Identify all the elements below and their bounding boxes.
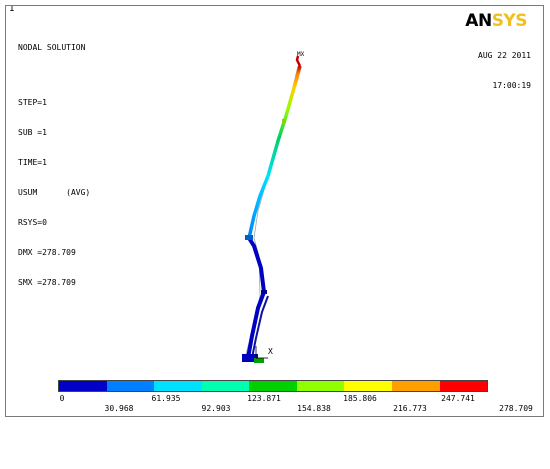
time-text: 17:00:19 bbox=[492, 81, 531, 90]
legend-label-top: 123.871 bbox=[247, 394, 281, 403]
legend-band bbox=[391, 381, 440, 391]
date-text: AUG 22 2011 bbox=[478, 51, 531, 60]
model-base bbox=[242, 354, 258, 362]
timestamp: AUG 22 2011 17:00:19 bbox=[478, 31, 531, 111]
info-line: STEP=1 bbox=[18, 98, 47, 107]
legend-band bbox=[296, 381, 345, 391]
legend-label-bottom: 278.709 bbox=[499, 404, 533, 413]
undeformed-shape bbox=[245, 65, 299, 355]
axis-x-label: X bbox=[268, 347, 273, 356]
legend-band bbox=[201, 381, 250, 391]
ansys-logo: ANSYS bbox=[465, 11, 527, 31]
solution-info: NODAL SOLUTION STEP=1 SUB =1 TIME=1 USUM… bbox=[18, 23, 90, 308]
legend-band bbox=[249, 381, 297, 391]
max-marker: MX bbox=[297, 51, 305, 58]
legend-band bbox=[106, 381, 155, 391]
info-line: NODAL SOLUTION bbox=[18, 43, 86, 52]
legend-label-top: 0 bbox=[59, 394, 65, 403]
info-line: RSYS=0 bbox=[18, 218, 47, 227]
window-number: 1 bbox=[9, 5, 15, 14]
info-line: SUB =1 bbox=[18, 128, 47, 137]
upper-segment bbox=[266, 65, 302, 177]
legend-label-bottom: 30.968 bbox=[104, 404, 134, 413]
legend-label-top: 247.741 bbox=[441, 394, 475, 403]
graphics-viewport[interactable]: 1 NODAL SOLUTION STEP=1 SUB =1 TIME=1 US… bbox=[5, 5, 544, 417]
info-line: SMX =278.709 bbox=[18, 278, 76, 287]
middle-segment bbox=[247, 175, 270, 239]
legend-band bbox=[344, 381, 392, 391]
legend-label-bottom: 92.903 bbox=[201, 404, 231, 413]
info-line: DMX =278.709 bbox=[18, 248, 76, 257]
contour-legend bbox=[58, 380, 488, 392]
legend-label-top: 61.935 bbox=[151, 394, 181, 403]
legend-label-top: 185.806 bbox=[343, 394, 377, 403]
legend-label-bottom: 154.838 bbox=[297, 404, 331, 413]
legend-band bbox=[154, 381, 202, 391]
info-line: USUM (AVG) bbox=[18, 188, 91, 197]
legend-band bbox=[59, 381, 107, 391]
deformed-model: X MX bbox=[242, 51, 305, 363]
legend-label-bottom: 216.773 bbox=[393, 404, 427, 413]
legend-band bbox=[439, 381, 488, 391]
info-line: TIME=1 bbox=[18, 158, 47, 167]
